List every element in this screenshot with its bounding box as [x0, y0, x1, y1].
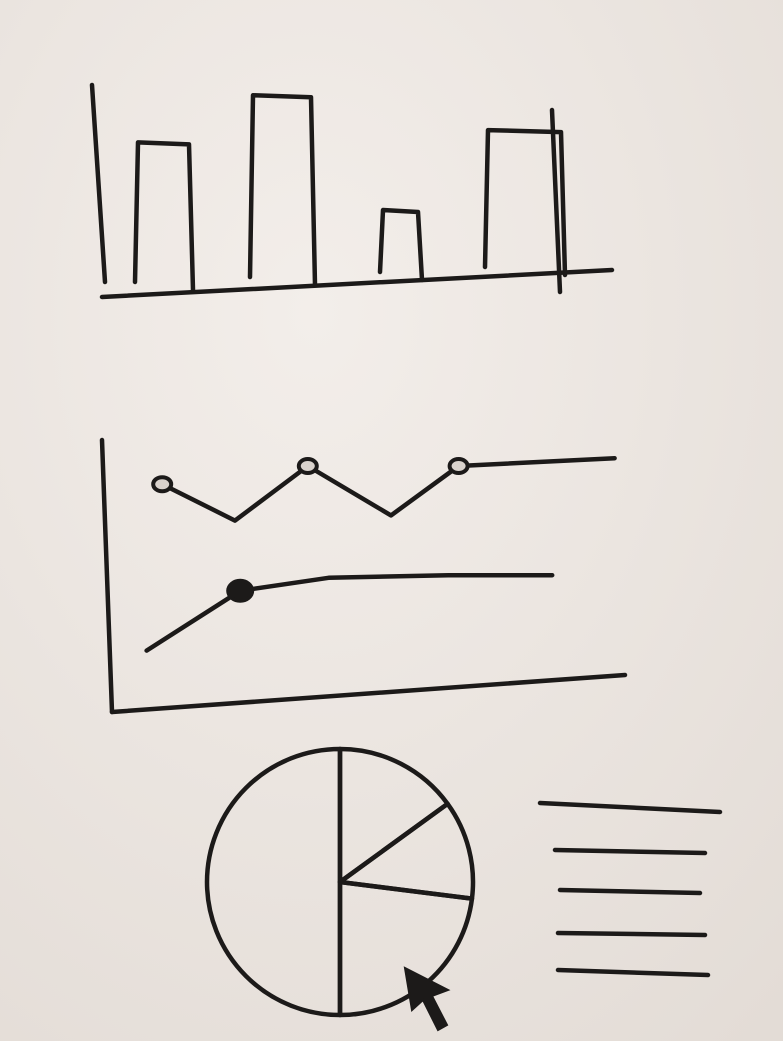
legend-placeholder: [537, 800, 723, 978]
line-marker: [296, 457, 319, 475]
line-marker: [226, 578, 255, 603]
legend-line: [552, 847, 708, 856]
line-series: [144, 572, 555, 653]
bar: [482, 127, 568, 278]
bar-y-axis: [89, 82, 108, 285]
line-series: [159, 455, 617, 523]
bar-sketch-edge: [549, 107, 563, 295]
pie-slice: [337, 801, 476, 901]
line-marker: [151, 475, 174, 494]
legend-line: [537, 800, 723, 815]
bar: [247, 93, 318, 288]
line-marker: [447, 457, 470, 475]
bar: [377, 207, 425, 283]
line-x-axis: [109, 672, 628, 715]
cursor-icon: [403, 966, 451, 1032]
line-y-axis: [99, 437, 115, 715]
legend-line: [555, 930, 708, 938]
legend-line: [557, 887, 703, 896]
legend-line: [555, 967, 711, 978]
pie-slice: [337, 746, 450, 885]
bar-x-axis: [99, 267, 615, 300]
pie-slice: [204, 746, 343, 1018]
bar: [132, 140, 196, 293]
